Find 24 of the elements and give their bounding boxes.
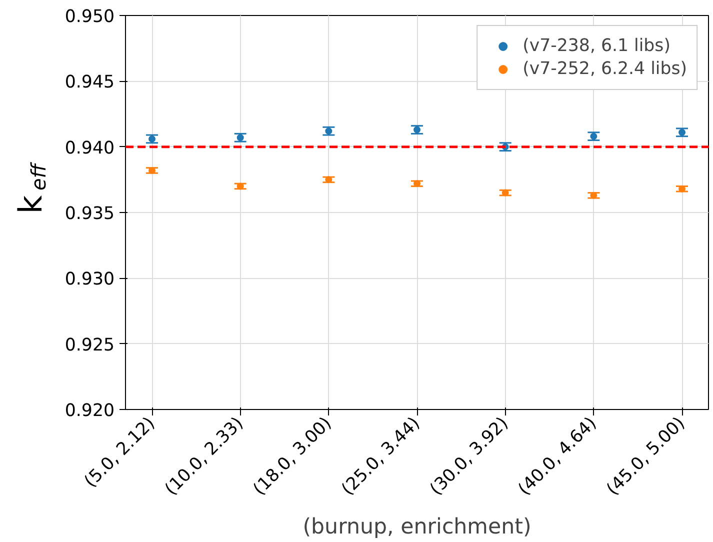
y-tick-label: 0.930 (64, 270, 115, 290)
y-tick-label: 0.935 (64, 204, 115, 224)
point (325, 128, 332, 135)
point (502, 189, 509, 196)
y-tick-label: 0.940 (64, 138, 115, 158)
y-tick-label: 0.925 (64, 335, 115, 356)
point (678, 128, 686, 136)
point (148, 166, 156, 174)
point (414, 180, 420, 188)
point (678, 185, 686, 192)
point (148, 135, 156, 142)
x-axis-title: (burnup, enrichment) (302, 514, 532, 540)
point (325, 176, 332, 184)
y-tick-label: 0.950 (64, 7, 115, 27)
y-tick-label: 0.945 (64, 72, 115, 93)
point (236, 182, 244, 190)
y-tick-label: 0.920 (64, 401, 115, 421)
point (590, 192, 598, 199)
legend-label: (v7-238, 6.1 libs) (522, 36, 670, 56)
point (590, 132, 598, 140)
legend-label: (v7-252, 6.2.4 libs) (522, 59, 687, 79)
point (236, 134, 244, 142)
point (414, 126, 420, 134)
y-axis-title: keff (12, 161, 50, 214)
